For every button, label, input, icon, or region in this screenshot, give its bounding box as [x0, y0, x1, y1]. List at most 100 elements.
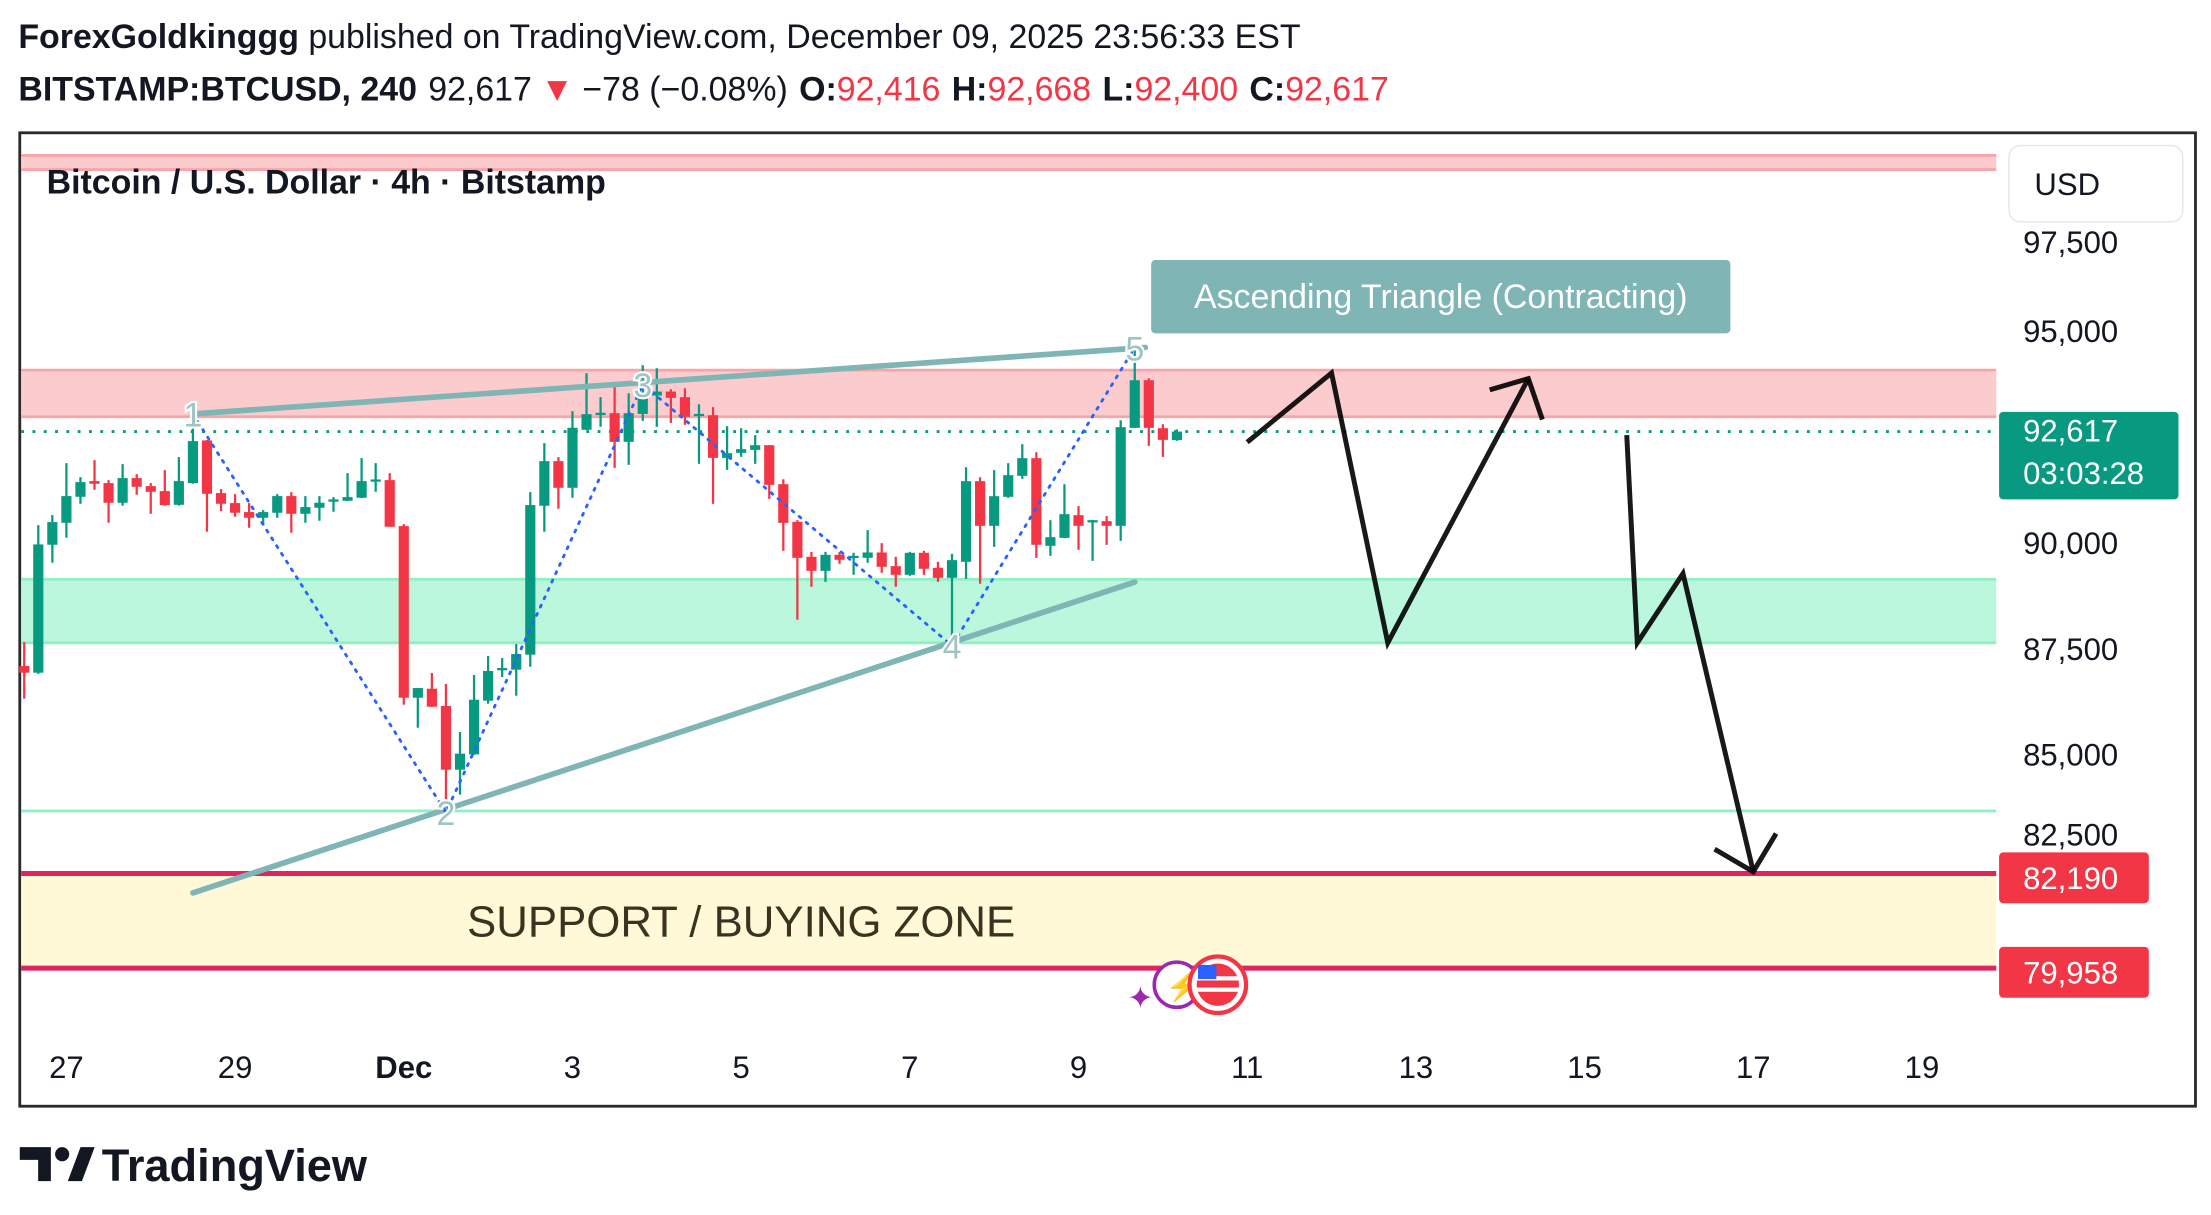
candle[interactable] [736, 428, 747, 457]
candle[interactable] [103, 480, 114, 523]
candle[interactable] [173, 457, 184, 506]
candle[interactable] [75, 477, 86, 504]
event-icons[interactable]: ✦ ⚡ [1127, 954, 1249, 1016]
candle[interactable] [483, 656, 494, 704]
candle[interactable] [1143, 378, 1154, 446]
candle[interactable] [722, 426, 733, 470]
projection-path[interactable] [1245, 368, 1531, 651]
resistance-zone[interactable] [21, 370, 1997, 417]
candle[interactable] [159, 470, 170, 506]
candle[interactable] [1003, 463, 1014, 498]
candle[interactable] [1045, 520, 1056, 556]
candle[interactable] [244, 503, 255, 528]
candle[interactable] [778, 479, 789, 551]
candle[interactable] [89, 460, 100, 490]
wave-dotted-line[interactable] [191, 346, 1137, 816]
candle[interactable] [848, 552, 859, 575]
author-name[interactable]: ForexGoldkinggg [18, 18, 299, 56]
candle[interactable] [286, 492, 297, 533]
candle[interactable] [932, 561, 944, 582]
candle[interactable] [497, 658, 508, 678]
candle[interactable] [468, 675, 480, 755]
support-buying-zone[interactable] [21, 873, 1997, 969]
candle[interactable] [595, 397, 606, 427]
candle[interactable] [215, 489, 227, 512]
candle[interactable] [131, 474, 142, 495]
candle[interactable] [862, 530, 873, 563]
candle[interactable] [834, 551, 845, 564]
candle[interactable] [1031, 452, 1042, 558]
x-tick-label: 3 [564, 1050, 581, 1085]
candle[interactable] [876, 543, 887, 573]
triangle-upper-line[interactable] [190, 344, 1149, 417]
candle[interactable] [454, 732, 466, 795]
candle[interactable] [946, 553, 958, 638]
candle[interactable] [61, 463, 72, 538]
candle[interactable] [539, 443, 550, 532]
candle[interactable] [370, 463, 381, 492]
candle[interactable] [300, 496, 311, 523]
candle[interactable] [201, 439, 213, 532]
price-axis[interactable]: 97,500 95,000 90,000 87,500 85,000 82,500 82,1… [1999, 225, 2179, 998]
candle[interactable] [918, 550, 929, 575]
candle[interactable] [33, 525, 44, 674]
triangle-label[interactable]: Ascending Triangle (Contracting) [1151, 259, 1731, 334]
candle[interactable] [426, 673, 437, 707]
candle[interactable] [975, 477, 986, 584]
candle[interactable] [440, 684, 452, 805]
candle[interactable] [19, 642, 30, 699]
candle[interactable] [187, 411, 199, 484]
candle[interactable] [553, 457, 564, 509]
candle[interactable] [1157, 424, 1168, 457]
candle[interactable] [567, 411, 578, 498]
candle[interactable] [750, 435, 761, 464]
triangle-lower-line[interactable] [190, 579, 1138, 896]
candle[interactable] [820, 551, 831, 582]
candle[interactable] [764, 445, 775, 499]
projection-path[interactable] [1624, 435, 1756, 873]
candle[interactable] [637, 365, 648, 421]
candle[interactable] [960, 467, 972, 579]
candle[interactable] [989, 470, 1000, 547]
candle[interactable] [272, 494, 283, 518]
currency-button[interactable]: USD [2008, 144, 2184, 223]
candle[interactable] [384, 473, 395, 527]
candle[interactable] [609, 385, 620, 468]
candle[interactable] [356, 458, 367, 499]
candle[interactable] [890, 556, 901, 587]
candle[interactable] [665, 389, 676, 423]
candle[interactable] [230, 494, 241, 517]
candle[interactable] [1059, 484, 1070, 539]
candle[interactable] [342, 473, 353, 501]
candle[interactable] [651, 368, 662, 427]
candle[interactable] [707, 407, 719, 504]
candle[interactable] [1129, 344, 1140, 429]
candle[interactable] [1171, 429, 1183, 441]
candle[interactable] [623, 393, 634, 465]
candle[interactable] [412, 687, 423, 728]
candle[interactable] [693, 404, 705, 464]
candle[interactable] [117, 464, 128, 506]
candle[interactable] [145, 483, 156, 514]
candle[interactable] [398, 524, 409, 705]
candle[interactable] [1087, 520, 1098, 561]
candle[interactable] [314, 496, 325, 521]
candle[interactable] [525, 492, 536, 667]
candle[interactable] [511, 644, 522, 696]
candle[interactable] [1073, 506, 1084, 550]
candle[interactable] [806, 551, 817, 587]
candle[interactable] [581, 373, 592, 430]
tradingview-logo[interactable]: TradingView [19, 1140, 368, 1191]
candle[interactable] [792, 520, 803, 620]
demand-zone[interactable] [21, 579, 1997, 643]
top-resistance-band[interactable] [21, 155, 1997, 170]
candle[interactable] [1101, 516, 1112, 545]
candle[interactable] [1017, 444, 1028, 479]
candle[interactable] [328, 497, 339, 512]
candle[interactable] [1115, 420, 1126, 541]
support-zone-label: SUPPORT / BUYING ZONE [467, 897, 1015, 946]
plot-area[interactable]: SUPPORT / BUYING ZONE 1 2 3 4 5 Ascending Tria… [19, 154, 1997, 1085]
candle[interactable] [47, 515, 58, 563]
candle[interactable] [679, 388, 691, 425]
candle[interactable] [904, 551, 915, 576]
